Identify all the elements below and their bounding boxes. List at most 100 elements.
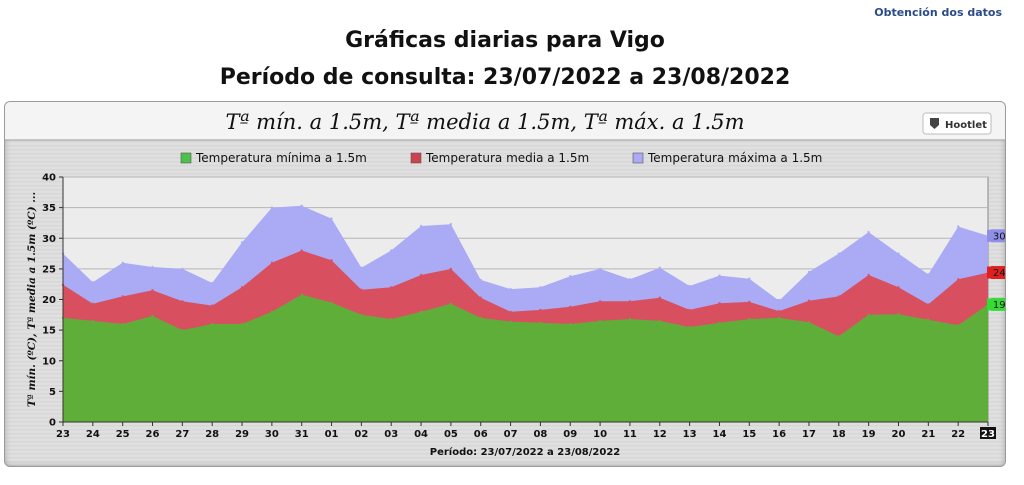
legend-swatch [180,152,192,164]
data-point-max [837,252,840,255]
data-point-mean [539,308,542,312]
data-point-mean [718,302,721,305]
data-point-max [569,275,572,278]
value-label-box [991,266,1005,280]
value-label-box [991,297,1005,311]
data-point-mean [837,295,840,298]
data-point-mean [449,267,453,271]
x-tick-label: 07 [504,429,518,440]
data-point-min [957,324,960,327]
data-point-max [181,267,184,271]
data-point-max [598,267,602,271]
value-label: 19.2 [993,300,1005,311]
page-subtitle: Período de consulta: 23/07/2022 a 23/08/… [219,65,791,90]
hootlet-label: Hootlet [945,120,987,131]
legend-label: Temperatura máxima a 1.5m [647,151,822,165]
x-tick-label: 12 [653,429,667,440]
data-point-min [748,317,751,321]
data-point-min [569,322,572,326]
data-point-min [449,302,453,305]
data-point-max [360,266,363,269]
chart-title: Tª mín. a 1.5m, Tª media a 1.5m, Tª máx.… [225,110,744,134]
data-point-min [270,310,274,313]
data-point-min [479,316,482,320]
data-point-min [807,321,811,324]
temperature-chart: Tª mín. a 1.5m, Tª media a 1.5m, Tª máx.… [5,102,1005,458]
data-point-mean [598,300,602,303]
x-tick-label: 26 [146,429,160,440]
data-point-min [658,319,661,323]
y-tick-label: 10 [42,356,56,367]
data-point-min [121,322,124,326]
data-point-min [509,320,512,323]
x-tick-label: 19 [862,429,876,440]
x-tick-label: 21 [921,429,935,440]
x-tick-label: 03 [384,429,398,440]
data-point-max [151,265,154,269]
legend-swatch [410,152,422,164]
x-tick-label: 11 [623,429,637,440]
data-point-mean [628,300,632,303]
data-point-min [718,321,721,324]
data-point-max [330,217,333,220]
data-point-mean [121,295,124,298]
data-point-min [837,335,840,338]
data-point-min [598,319,602,323]
hootlet-button[interactable]: Hootlet [922,112,992,135]
data-point-max [718,274,721,277]
data-point-mean [151,289,154,292]
data-point-min [628,317,632,321]
y-tick-label: 40 [42,173,56,184]
y-tick-label: 20 [42,295,56,306]
x-tick-label: 24 [86,429,100,440]
data-point-mean [390,286,393,289]
y-tick-label: 35 [42,203,56,214]
data-point-mean [927,303,930,306]
data-point-max [927,273,930,276]
data-point-mean [569,305,572,308]
x-tick-label: 23 [56,429,70,440]
legend-label: Temperatura mínima a 1.5m [195,151,367,165]
data-point-mean [897,286,900,289]
value-label-marker [987,266,991,279]
data-point-mean [240,286,244,289]
data-point-mean [509,310,512,313]
data-point-min [897,313,900,316]
x-tick-label: 04 [414,429,428,440]
data-point-min [240,322,244,326]
data-point-mean [867,273,870,277]
x-tick-label: 28 [205,429,219,440]
x-tick-label: 05 [444,429,458,440]
data-point-min [419,310,423,313]
chart-title-bar [5,102,1005,140]
x-tick-label: 23 [981,429,995,440]
data-point-max [867,230,870,234]
x-tick-label: 16 [772,429,786,440]
data-point-min [688,325,691,329]
y-tick-label: 5 [49,387,56,398]
legend-swatch [632,152,644,164]
y-tick-label: 0 [49,418,56,429]
x-tick-label: 09 [563,429,577,440]
data-point-max [688,284,691,288]
x-tick-label: 18 [832,429,846,440]
data-point-mean [270,261,274,264]
series-area-min [63,294,988,422]
data-source-link[interactable]: Obtención dos datos [874,6,1002,19]
data-point-mean [957,278,960,281]
data-point-max [121,261,124,264]
data-point-max [628,278,632,281]
chart-legend: Temperatura mínima a 1.5m Temperatura med… [180,151,822,165]
x-tick-label: 22 [951,429,965,440]
x-tick-label: 13 [683,429,697,440]
data-point-min [91,319,95,323]
data-point-max [240,241,244,244]
x-tick-highlight [980,427,996,439]
data-point-mean [330,259,333,262]
x-tick-label: 25 [116,429,130,440]
value-label-marker [987,229,991,242]
data-point-min [151,314,154,318]
data-point-max [479,278,482,282]
y-axis-label: Tª mín. (ºC), Tª media a 1.5m (ºC) ... [26,192,38,407]
